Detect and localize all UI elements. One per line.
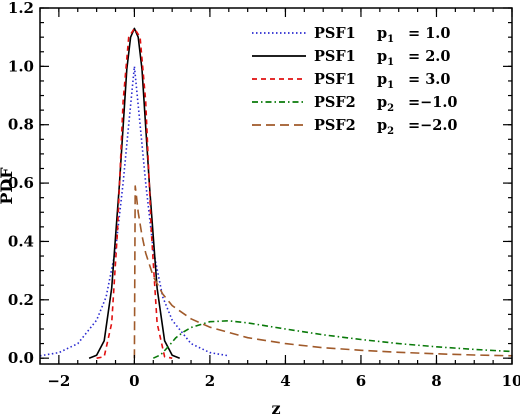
x-tick-label: 6 [356, 372, 366, 390]
legend-label: PSF2 p2 =−1.0 [314, 94, 458, 114]
y-tick-label: 1.2 [8, 0, 34, 17]
y-tick-label: 0.0 [8, 349, 34, 367]
legend-item: PSF1 p1 = 3.0 [252, 71, 450, 91]
series-line-1 [39, 65, 229, 357]
y-tick-label: 0.8 [8, 116, 34, 134]
tick-labels: −2 0 2 4 6 8 10 0.0 0.2 0.4 0.6 0.8 1.0 1.2 [8, 0, 520, 390]
legend-item: PSF2 p2 =−1.0 [252, 94, 458, 114]
x-tick-label: 2 [205, 372, 215, 390]
y-axis-label: PDF [0, 167, 16, 205]
legend-item: PSF1 p1 = 1.0 [252, 25, 450, 45]
axis-ticks [39, 7, 513, 364]
y-tick-label: 1.0 [8, 57, 34, 75]
x-tick-label: −2 [47, 372, 70, 390]
series-curves [39, 27, 513, 359]
y-tick-label: 0.6 [8, 174, 34, 192]
legend-label: PSF1 p1 = 1.0 [314, 25, 450, 45]
series-line-2 [88, 27, 180, 359]
x-tick-label: 8 [431, 372, 441, 390]
legend: PSF1 p1 = 1.0 PSF1 p1 = 2.0 PSF1 p1 = 3.0 PSF2 p2 =… [252, 25, 458, 137]
y-tick-label: 0.2 [8, 291, 34, 309]
x-tick-label: 4 [280, 372, 290, 390]
legend-label: PSF2 p2 =−2.0 [314, 117, 458, 137]
y-tick-label: 0.4 [8, 232, 34, 250]
x-tick-label: 10 [502, 372, 520, 390]
legend-label: PSF1 p1 = 2.0 [314, 48, 450, 68]
legend-item: PSF2 p2 =−2.0 [252, 117, 458, 137]
series-line-4 [152, 319, 513, 359]
series-line-5 [133, 185, 513, 359]
plot-frame [39, 7, 513, 365]
x-axis-label: z [271, 399, 280, 418]
legend-label: PSF1 p1 = 3.0 [314, 71, 450, 91]
legend-item: PSF1 p1 = 2.0 [252, 48, 450, 68]
x-tick-label: 0 [129, 372, 139, 390]
